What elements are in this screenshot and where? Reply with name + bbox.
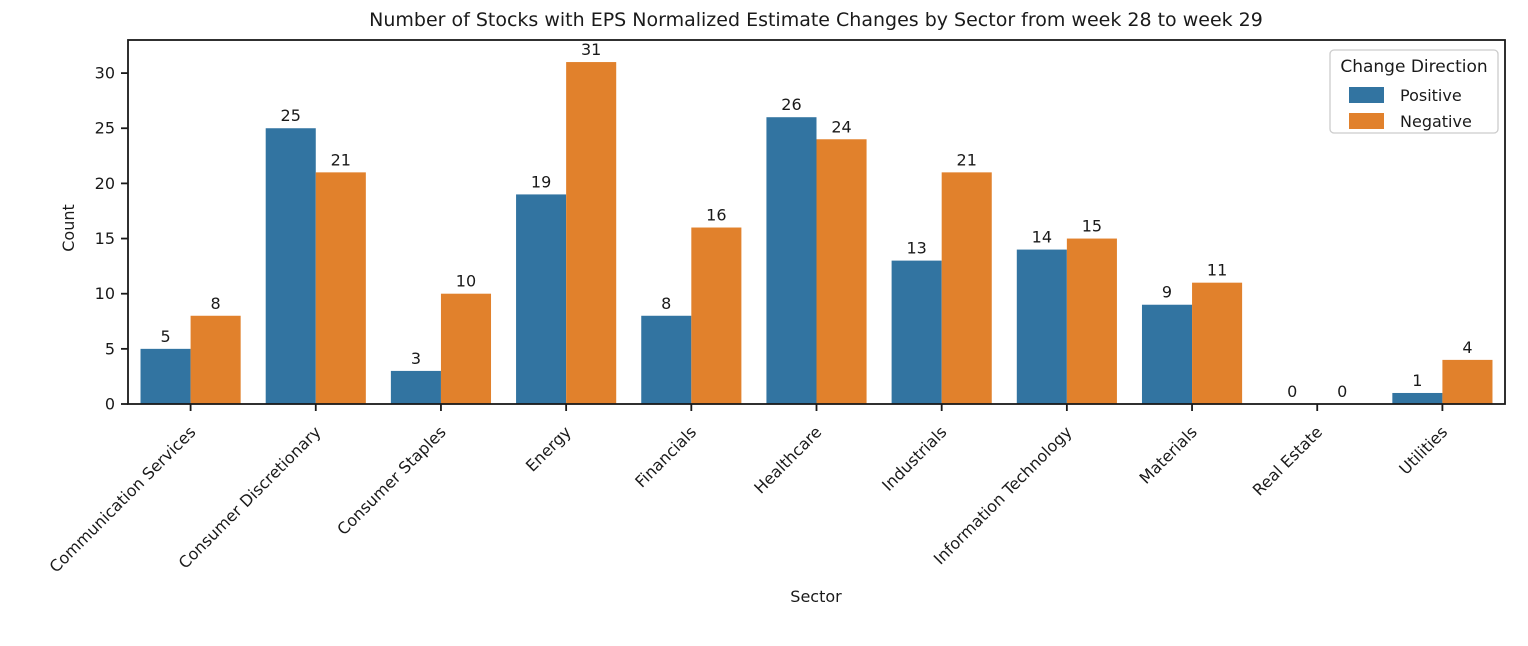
bar-positive-information-technology [1016, 249, 1067, 404]
legend-swatch-positive [1349, 87, 1384, 103]
bar-positive-materials [1141, 304, 1193, 404]
x-tick-label-utilities: Utilities [1395, 422, 1451, 478]
x-tick-label-industrials: Industrials [878, 422, 950, 494]
bar-positive-consumer-staples [390, 370, 441, 404]
x-tick-label-consumer-discretionary: Consumer Discretionary [175, 422, 325, 572]
y-tick-label-20: 20 [95, 174, 115, 193]
y-axis-label: Count [59, 204, 78, 252]
x-tick-label-materials: Materials [1136, 422, 1201, 487]
bar-value-label-negative-financials: 16 [706, 206, 726, 225]
bar-negative-information-technology [1066, 238, 1117, 404]
x-tick-label-consumer-staples: Consumer Staples [333, 422, 449, 538]
bar-negative-industrials [941, 172, 992, 404]
y-tick-label-0: 0 [105, 395, 115, 414]
x-tick-label-healthcare: Healthcare [750, 422, 825, 497]
bar-value-label-positive-communication-services: 5 [160, 327, 170, 346]
x-tick-label-financials: Financials [631, 422, 700, 491]
bar-positive-financials [641, 315, 692, 404]
bar-negative-consumer-staples [440, 293, 492, 404]
bar-value-label-positive-real-estate: 0 [1287, 382, 1297, 401]
bar-value-label-positive-materials: 9 [1162, 283, 1172, 302]
axes-layer [121, 39, 1506, 411]
legend-box [1329, 49, 1499, 134]
bar-value-label-negative-consumer-staples: 10 [456, 272, 476, 291]
bar-positive-healthcare [766, 117, 817, 405]
x-axis-label: Sector [790, 587, 842, 606]
bar-positive-communication-services [140, 348, 191, 404]
bar-value-label-negative-communication-services: 8 [211, 294, 221, 313]
x-tick-label-energy: Energy [522, 422, 575, 475]
bar-value-label-positive-information-technology: 14 [1032, 228, 1052, 247]
y-tick-label-25: 25 [95, 119, 115, 138]
bar-value-label-positive-financials: 8 [661, 294, 671, 313]
y-tick-label-30: 30 [95, 64, 115, 83]
bar-positive-consumer-discretionary [265, 128, 316, 405]
bar-value-label-negative-utilities: 4 [1462, 338, 1472, 357]
bar-value-label-negative-information-technology: 15 [1082, 217, 1102, 236]
bar-value-label-positive-energy: 19 [531, 172, 551, 191]
bar-value-label-negative-energy: 31 [581, 40, 601, 59]
bar-value-label-negative-consumer-discretionary: 21 [331, 150, 351, 169]
y-tick-label-15: 15 [95, 229, 115, 248]
bar-value-label-positive-consumer-staples: 3 [411, 349, 421, 368]
bar-value-label-negative-industrials: 21 [957, 150, 977, 169]
legend-title: Change Direction [1340, 57, 1487, 77]
bar-value-label-positive-consumer-discretionary: 25 [281, 106, 301, 125]
bar-value-label-positive-utilities: 1 [1412, 371, 1422, 390]
bar-positive-industrials [891, 260, 942, 404]
chart-title: Number of Stocks with EPS Normalized Est… [369, 9, 1263, 31]
y-tick-label-5: 5 [105, 339, 115, 358]
x-tick-label-communication-services: Communication Services [46, 422, 200, 576]
bar-value-label-negative-healthcare: 24 [831, 117, 851, 136]
x-tick-label-information-technology: Information Technology [930, 422, 1076, 568]
x-tick-label-real-estate: Real Estate [1249, 422, 1326, 499]
legend-item-label-negative: Negative [1400, 112, 1472, 131]
bar-negative-consumer-discretionary [315, 172, 366, 404]
bar-negative-energy [566, 62, 617, 405]
bar-value-label-negative-real-estate: 0 [1337, 382, 1347, 401]
bar-value-label-positive-healthcare: 26 [781, 95, 801, 114]
bars-layer [140, 62, 1493, 405]
bar-value-label-positive-industrials: 13 [906, 239, 926, 258]
legend: Change Direction Positive Negative [1329, 49, 1499, 134]
bar-negative-financials [691, 227, 742, 404]
bar-negative-communication-services [190, 315, 241, 404]
bar-positive-utilities [1392, 392, 1443, 404]
bar-negative-healthcare [816, 139, 867, 404]
legend-item-label-positive: Positive [1400, 86, 1462, 105]
bar-negative-utilities [1442, 359, 1493, 404]
y-tick-label-10: 10 [95, 284, 115, 303]
legend-swatch-negative [1349, 113, 1384, 129]
bar-positive-energy [516, 194, 567, 404]
bar-negative-materials [1192, 282, 1243, 404]
bar-value-label-negative-materials: 11 [1207, 261, 1227, 280]
